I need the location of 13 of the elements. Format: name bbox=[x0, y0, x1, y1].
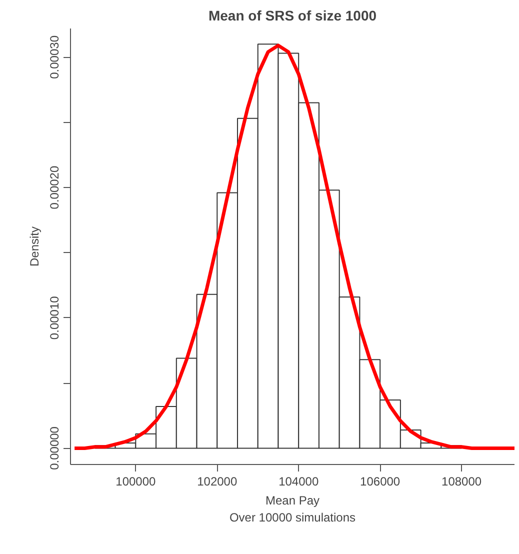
line-series bbox=[72, 44, 514, 450]
y-axis-title: Density bbox=[28, 226, 42, 267]
x-tick-label: 100000 bbox=[116, 474, 156, 488]
chart-title: Mean of SRS of size 1000 bbox=[208, 8, 377, 24]
x-tick-label: 108000 bbox=[442, 474, 482, 488]
y-tick-label: 0.00000 bbox=[48, 426, 62, 470]
x-tick-label: 104000 bbox=[278, 474, 319, 488]
x-axis-title: Mean Pay Over 10000 simulations bbox=[229, 494, 356, 524]
y-tick-label: 0.00030 bbox=[48, 35, 62, 79]
y-tick-label: 0.00010 bbox=[48, 296, 62, 340]
y-tick-label: 0.00020 bbox=[48, 166, 62, 210]
x-tick-label: 106000 bbox=[360, 474, 400, 488]
x-tick-label: 102000 bbox=[197, 474, 238, 488]
